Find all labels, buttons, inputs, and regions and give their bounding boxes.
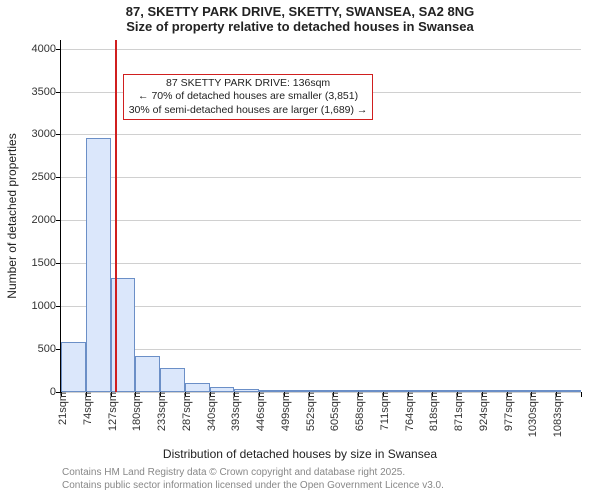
x-tick-label: 21sqm xyxy=(57,392,69,425)
annotation-line2: ← 70% of detached houses are smaller (3,… xyxy=(129,90,368,103)
y-tick-label: 3500 xyxy=(32,86,61,98)
x-tick-label: 1083sqm xyxy=(552,392,564,437)
x-tick-label: 924sqm xyxy=(478,392,490,431)
y-axis-title: Number of detached properties xyxy=(5,133,19,298)
x-tick-label: 818sqm xyxy=(428,392,440,431)
x-tick-label: 977sqm xyxy=(503,392,515,431)
y-tick-label: 1000 xyxy=(32,300,61,312)
x-tick-mark xyxy=(581,392,582,397)
x-tick-label: 180sqm xyxy=(131,392,143,431)
x-tick-label: 393sqm xyxy=(230,392,242,431)
footer-line1: Contains HM Land Registry data © Crown c… xyxy=(62,467,444,480)
plot-area: 0500100015002000250030003500400021sqm74s… xyxy=(60,40,581,393)
x-tick-label: 287sqm xyxy=(181,392,193,431)
histogram-bar xyxy=(86,138,111,392)
histogram-bar xyxy=(185,383,210,392)
y-tick-label: 500 xyxy=(38,343,61,355)
footer-line2: Contains public sector information licen… xyxy=(62,480,444,493)
x-tick-label: 74sqm xyxy=(82,392,94,425)
y-tick-label: 1500 xyxy=(32,257,61,269)
x-tick-label: 446sqm xyxy=(255,392,267,431)
chart-title-line2: Size of property relative to detached ho… xyxy=(0,19,600,34)
grid-line xyxy=(61,306,581,307)
marker-line xyxy=(115,40,117,392)
chart-title-line1: 87, SKETTY PARK DRIVE, SKETTY, SWANSEA, … xyxy=(0,0,600,19)
grid-line xyxy=(61,263,581,264)
x-tick-label: 1030sqm xyxy=(527,392,539,437)
grid-line xyxy=(61,220,581,221)
y-tick-label: 4000 xyxy=(32,43,61,55)
histogram-bar xyxy=(160,368,185,392)
x-tick-label: 233sqm xyxy=(156,392,168,431)
grid-line xyxy=(61,177,581,178)
x-tick-label: 764sqm xyxy=(404,392,416,431)
x-tick-label: 711sqm xyxy=(379,392,391,430)
annotation-line3: 30% of semi-detached houses are larger (… xyxy=(129,104,368,117)
x-axis-title: Distribution of detached houses by size … xyxy=(163,447,437,461)
grid-line xyxy=(61,49,581,50)
x-tick-label: 605sqm xyxy=(329,392,341,431)
x-tick-label: 340sqm xyxy=(206,392,218,431)
histogram-bar xyxy=(61,342,86,392)
y-tick-label: 2000 xyxy=(32,214,61,226)
y-tick-label: 2500 xyxy=(32,171,61,183)
x-tick-label: 552sqm xyxy=(305,392,317,431)
grid-line xyxy=(61,349,581,350)
x-tick-label: 658sqm xyxy=(354,392,366,431)
grid-line xyxy=(61,134,581,135)
x-tick-label: 127sqm xyxy=(107,392,119,431)
footer-text: Contains HM Land Registry data © Crown c… xyxy=(62,467,444,492)
annotation-box: 87 SKETTY PARK DRIVE: 136sqm← 70% of det… xyxy=(123,74,374,119)
annotation-line1: 87 SKETTY PARK DRIVE: 136sqm xyxy=(129,77,368,90)
y-tick-label: 3000 xyxy=(32,128,61,140)
histogram-bar xyxy=(135,356,160,392)
x-tick-label: 871sqm xyxy=(453,392,465,431)
x-tick-label: 499sqm xyxy=(280,392,292,431)
